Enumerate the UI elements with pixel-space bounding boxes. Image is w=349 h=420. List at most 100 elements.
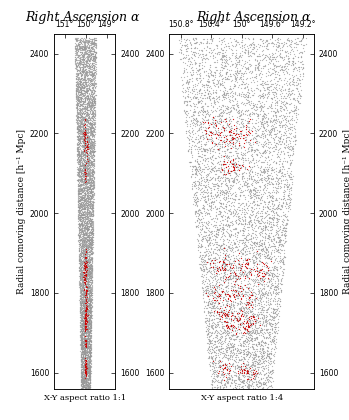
Point	[88, 63, 93, 69]
Point	[213, 68, 218, 75]
Point	[77, 88, 82, 95]
Point	[268, 295, 274, 302]
Point	[263, 187, 269, 194]
Point	[221, 307, 226, 314]
Point	[82, 39, 88, 46]
Point	[276, 258, 282, 265]
Point	[252, 297, 258, 304]
Point	[277, 180, 282, 187]
Point	[225, 143, 231, 150]
Point	[83, 313, 88, 320]
Point	[230, 327, 235, 334]
Point	[225, 213, 231, 220]
Point	[266, 289, 271, 295]
Point	[216, 221, 222, 228]
Point	[259, 379, 264, 386]
Point	[240, 366, 246, 373]
Point	[83, 257, 89, 264]
Point	[83, 178, 89, 185]
Point	[253, 47, 259, 54]
Point	[81, 349, 87, 356]
Point	[86, 331, 92, 338]
Point	[83, 316, 88, 323]
Point	[285, 217, 291, 223]
Point	[199, 56, 205, 63]
Point	[259, 81, 265, 88]
Point	[88, 178, 94, 184]
Point	[266, 222, 271, 229]
Point	[80, 333, 85, 340]
Point	[79, 257, 84, 264]
Point	[276, 241, 282, 248]
Point	[258, 200, 263, 207]
Point	[87, 102, 92, 108]
Point	[263, 126, 268, 132]
Point	[87, 164, 93, 171]
Point	[202, 108, 207, 115]
Point	[73, 83, 79, 90]
Point	[183, 102, 188, 108]
Point	[205, 308, 210, 315]
Point	[82, 369, 87, 376]
Point	[279, 141, 284, 148]
Point	[211, 294, 217, 300]
Point	[244, 200, 249, 206]
Point	[237, 371, 242, 378]
Point	[86, 144, 92, 150]
Point	[268, 71, 273, 78]
Point	[83, 364, 88, 370]
Point	[84, 105, 90, 112]
Point	[75, 67, 81, 74]
Point	[260, 368, 266, 374]
Point	[231, 202, 237, 209]
Point	[88, 305, 94, 312]
Point	[80, 348, 85, 355]
Point	[207, 123, 212, 130]
Point	[248, 255, 253, 262]
Point	[207, 260, 213, 266]
Point	[83, 312, 88, 318]
Point	[77, 310, 83, 317]
Point	[90, 108, 96, 115]
Point	[240, 76, 246, 83]
Point	[83, 379, 89, 386]
Point	[86, 84, 92, 91]
Point	[228, 157, 233, 164]
Point	[83, 108, 88, 115]
Point	[81, 299, 87, 306]
Point	[202, 262, 208, 269]
Point	[82, 346, 88, 353]
Point	[80, 273, 85, 280]
Point	[78, 106, 84, 113]
Point	[77, 173, 82, 180]
Point	[239, 154, 245, 160]
Point	[82, 261, 88, 268]
Point	[247, 281, 253, 287]
Point	[207, 82, 212, 89]
Point	[219, 262, 225, 268]
Point	[228, 380, 233, 386]
Point	[81, 267, 86, 273]
Point	[87, 36, 93, 42]
Point	[215, 318, 221, 325]
Point	[88, 291, 94, 298]
Point	[197, 119, 202, 126]
Point	[233, 60, 238, 67]
Point	[183, 41, 189, 48]
Point	[264, 105, 270, 112]
Point	[244, 272, 250, 279]
Point	[86, 281, 91, 287]
Point	[205, 330, 210, 337]
Point	[86, 304, 91, 310]
Point	[278, 241, 284, 247]
Point	[84, 105, 90, 111]
Point	[81, 374, 86, 381]
Point	[85, 142, 91, 149]
Point	[81, 304, 86, 311]
Point	[209, 304, 214, 311]
Point	[247, 199, 252, 206]
Point	[79, 361, 84, 368]
Point	[223, 288, 229, 295]
Point	[251, 313, 256, 320]
Point	[81, 279, 86, 286]
